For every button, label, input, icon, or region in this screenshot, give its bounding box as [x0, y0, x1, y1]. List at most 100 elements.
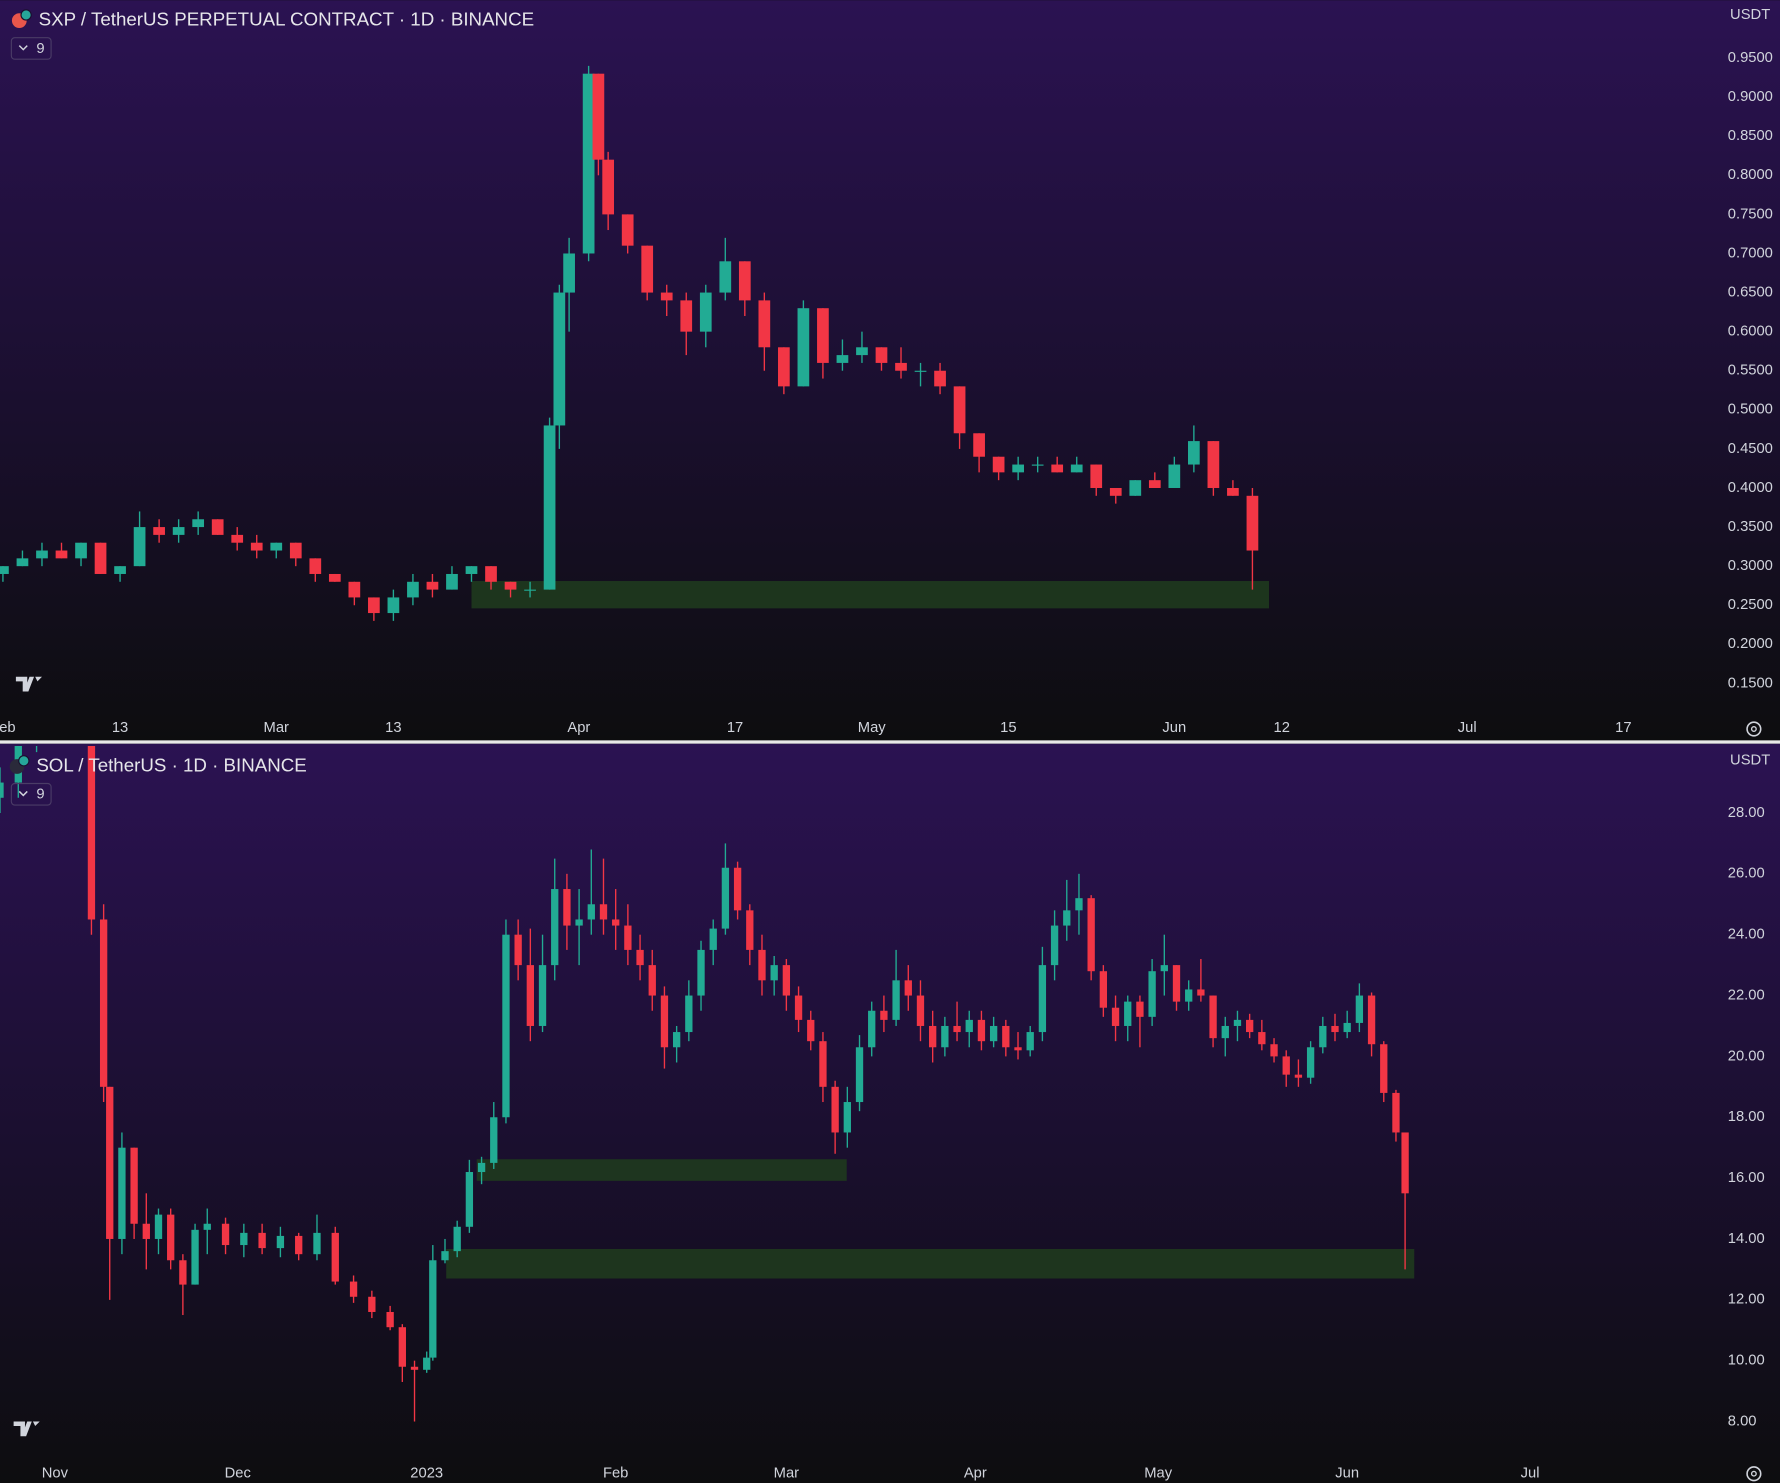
y-tick-label: 0.6000 [1728, 324, 1773, 340]
candle-body [660, 292, 673, 301]
candle-body [1355, 995, 1364, 1023]
candle-body [526, 965, 534, 1026]
settings-icon[interactable] [1746, 721, 1762, 737]
indicator-toggle[interactable] [10, 37, 52, 60]
chart-title: SXP / TetherUS PERPETUAL CONTRACT · 1D ·… [39, 9, 534, 30]
candle-body [211, 519, 224, 535]
panel-background [0, 0, 1780, 741]
candle-body [680, 300, 693, 332]
y-tick-label: 0.2500 [1728, 597, 1773, 613]
candle-body [904, 980, 912, 996]
candle-body [0, 782, 4, 798]
tradingview-logo [15, 676, 43, 692]
candle-body [1221, 1025, 1229, 1039]
indicator-count: 9 [36, 787, 44, 803]
candle-body [118, 1147, 126, 1239]
settings-icon[interactable] [1746, 1466, 1762, 1482]
candle-body [1367, 995, 1376, 1045]
support-zone [476, 1159, 847, 1181]
candle-body [797, 308, 810, 387]
x-tick-label: 17 [727, 720, 743, 736]
x-tick-label: 17 [1615, 720, 1631, 736]
candle-body [855, 1047, 864, 1103]
candle-body [953, 386, 966, 434]
candle-body [1014, 1047, 1022, 1051]
candle-body [719, 261, 732, 293]
candle-body [1209, 995, 1217, 1039]
candle-body [221, 1223, 230, 1246]
candle-body [75, 542, 87, 559]
candle-body [1124, 1001, 1132, 1026]
candle-body [1392, 1092, 1400, 1133]
candle-body [1026, 1032, 1034, 1051]
candle-body [587, 904, 595, 920]
y-tick-label: 26.00 [1728, 866, 1765, 882]
candle-body [465, 566, 478, 574]
candle-body [624, 925, 632, 950]
candle-body [929, 1025, 937, 1048]
candle-body [551, 889, 559, 966]
currency-icon [18, 755, 30, 767]
x-tick-label: Jul [1458, 720, 1477, 736]
candle-body [543, 425, 556, 590]
candle-body [502, 934, 510, 1118]
candle-body [1109, 487, 1122, 496]
axes: 0.9500 0.9000 0.8500 0.8000 0.7500 0.7000 0.65… [0, 50, 1773, 1482]
x-tick-label: Apr [964, 1466, 987, 1482]
candle-body [203, 1223, 211, 1230]
candle-body [106, 1086, 114, 1239]
candle-body [309, 558, 322, 574]
x-tick-label: Jun [1335, 1466, 1359, 1482]
indicator-toggle[interactable] [10, 782, 52, 806]
candle-body [831, 1086, 839, 1133]
candle-body [856, 347, 868, 356]
settings-icon-center [1750, 1470, 1757, 1477]
currency-label[interactable]: USDT [1730, 753, 1770, 769]
candle-body [660, 995, 669, 1048]
candle-body [621, 214, 634, 246]
candle-body [1319, 1025, 1327, 1048]
candle-body [446, 573, 458, 590]
candle-body [231, 534, 244, 543]
candle-body [778, 347, 790, 387]
y-tick-label: 0.2000 [1728, 636, 1773, 652]
candle-body [1002, 1025, 1010, 1048]
x-tick-label: 2023 [410, 1466, 443, 1482]
candle-body [485, 566, 497, 582]
y-tick-label: 0.5000 [1728, 402, 1773, 418]
candle-body [685, 995, 693, 1033]
candle-body [192, 519, 205, 528]
candle-body [1012, 464, 1025, 473]
candle-body [892, 980, 900, 1020]
candle-body [142, 1223, 150, 1239]
candle-body [426, 581, 439, 590]
candle-body [1258, 1032, 1266, 1045]
panel-background [0, 743, 1780, 1483]
currency-label[interactable]: USDT [1730, 7, 1770, 23]
candle-body [1087, 898, 1095, 972]
candle-body [738, 261, 751, 301]
candle-body [1306, 1047, 1315, 1078]
candle-body [807, 1019, 815, 1042]
candle-body [1148, 971, 1156, 1017]
candle-body [641, 245, 654, 293]
candle-body [875, 347, 888, 363]
candle-body [699, 292, 712, 332]
candle-body [733, 867, 742, 911]
candle-body [563, 253, 575, 293]
candle-body [258, 1232, 266, 1249]
candle-body [836, 355, 849, 363]
candle-body [758, 300, 771, 348]
candle-body [1185, 989, 1193, 1002]
candle-body [1168, 464, 1181, 488]
candle-body [490, 1117, 498, 1163]
y-tick-label: 0.3500 [1728, 519, 1773, 535]
candle-body [1031, 464, 1044, 466]
candle-body [368, 1296, 376, 1312]
candle-body [582, 73, 595, 254]
candle-body [973, 433, 985, 457]
y-tick-label: 22.00 [1728, 987, 1765, 1003]
candle-body [295, 1235, 303, 1255]
candle-body [368, 597, 380, 614]
